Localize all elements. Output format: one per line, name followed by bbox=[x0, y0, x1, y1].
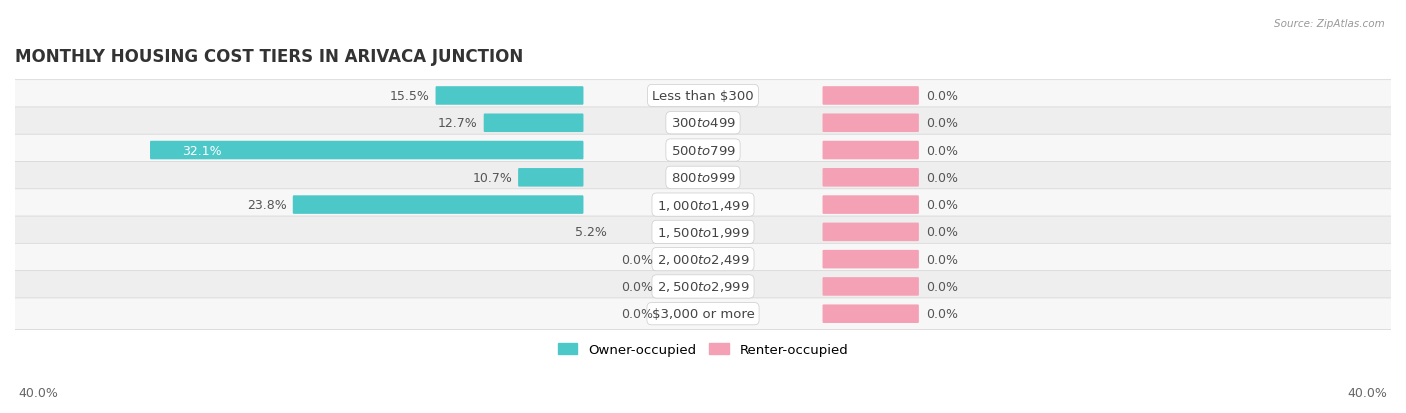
Text: 15.5%: 15.5% bbox=[389, 90, 429, 103]
Text: $2,500 to $2,999: $2,500 to $2,999 bbox=[657, 280, 749, 294]
Text: $1,500 to $1,999: $1,500 to $1,999 bbox=[657, 225, 749, 239]
Text: $300 to $499: $300 to $499 bbox=[671, 117, 735, 130]
FancyBboxPatch shape bbox=[823, 250, 920, 269]
FancyBboxPatch shape bbox=[292, 196, 583, 214]
Text: 12.7%: 12.7% bbox=[437, 117, 478, 130]
FancyBboxPatch shape bbox=[0, 135, 1406, 166]
FancyBboxPatch shape bbox=[823, 305, 920, 323]
Text: 0.0%: 0.0% bbox=[621, 307, 654, 320]
Text: 0.0%: 0.0% bbox=[621, 280, 654, 293]
Text: 0.0%: 0.0% bbox=[927, 171, 959, 184]
Text: 0.0%: 0.0% bbox=[927, 280, 959, 293]
Legend: Owner-occupied, Renter-occupied: Owner-occupied, Renter-occupied bbox=[553, 337, 853, 361]
Text: 40.0%: 40.0% bbox=[1348, 386, 1388, 399]
Text: $3,000 or more: $3,000 or more bbox=[651, 307, 755, 320]
FancyBboxPatch shape bbox=[0, 216, 1406, 248]
Text: 0.0%: 0.0% bbox=[927, 253, 959, 266]
Text: 10.7%: 10.7% bbox=[472, 171, 512, 184]
Text: 0.0%: 0.0% bbox=[621, 253, 654, 266]
Text: 23.8%: 23.8% bbox=[247, 199, 287, 211]
FancyBboxPatch shape bbox=[517, 169, 583, 187]
Text: 0.0%: 0.0% bbox=[927, 90, 959, 103]
Text: 0.0%: 0.0% bbox=[927, 199, 959, 211]
FancyBboxPatch shape bbox=[0, 162, 1406, 194]
FancyBboxPatch shape bbox=[0, 189, 1406, 221]
FancyBboxPatch shape bbox=[0, 108, 1406, 139]
Text: $1,000 to $1,499: $1,000 to $1,499 bbox=[657, 198, 749, 212]
FancyBboxPatch shape bbox=[0, 271, 1406, 303]
Text: 0.0%: 0.0% bbox=[927, 307, 959, 320]
FancyBboxPatch shape bbox=[0, 81, 1406, 112]
FancyBboxPatch shape bbox=[823, 196, 920, 214]
Text: 40.0%: 40.0% bbox=[18, 386, 58, 399]
Text: MONTHLY HOUSING COST TIERS IN ARIVACA JUNCTION: MONTHLY HOUSING COST TIERS IN ARIVACA JU… bbox=[15, 48, 523, 66]
FancyBboxPatch shape bbox=[823, 141, 920, 160]
FancyBboxPatch shape bbox=[823, 223, 920, 242]
Text: 0.0%: 0.0% bbox=[927, 117, 959, 130]
Text: $500 to $799: $500 to $799 bbox=[671, 144, 735, 157]
FancyBboxPatch shape bbox=[436, 87, 583, 105]
Text: 32.1%: 32.1% bbox=[181, 144, 222, 157]
Text: 5.2%: 5.2% bbox=[575, 226, 606, 239]
FancyBboxPatch shape bbox=[0, 298, 1406, 330]
FancyBboxPatch shape bbox=[823, 114, 920, 133]
FancyBboxPatch shape bbox=[823, 87, 920, 105]
FancyBboxPatch shape bbox=[823, 169, 920, 187]
Text: Less than $300: Less than $300 bbox=[652, 90, 754, 103]
FancyBboxPatch shape bbox=[484, 114, 583, 133]
Text: $800 to $999: $800 to $999 bbox=[671, 171, 735, 184]
Text: 0.0%: 0.0% bbox=[927, 226, 959, 239]
Text: 0.0%: 0.0% bbox=[927, 144, 959, 157]
Text: Source: ZipAtlas.com: Source: ZipAtlas.com bbox=[1274, 19, 1385, 28]
FancyBboxPatch shape bbox=[0, 244, 1406, 275]
FancyBboxPatch shape bbox=[150, 141, 583, 160]
FancyBboxPatch shape bbox=[823, 278, 920, 296]
Text: $2,000 to $2,499: $2,000 to $2,499 bbox=[657, 252, 749, 266]
